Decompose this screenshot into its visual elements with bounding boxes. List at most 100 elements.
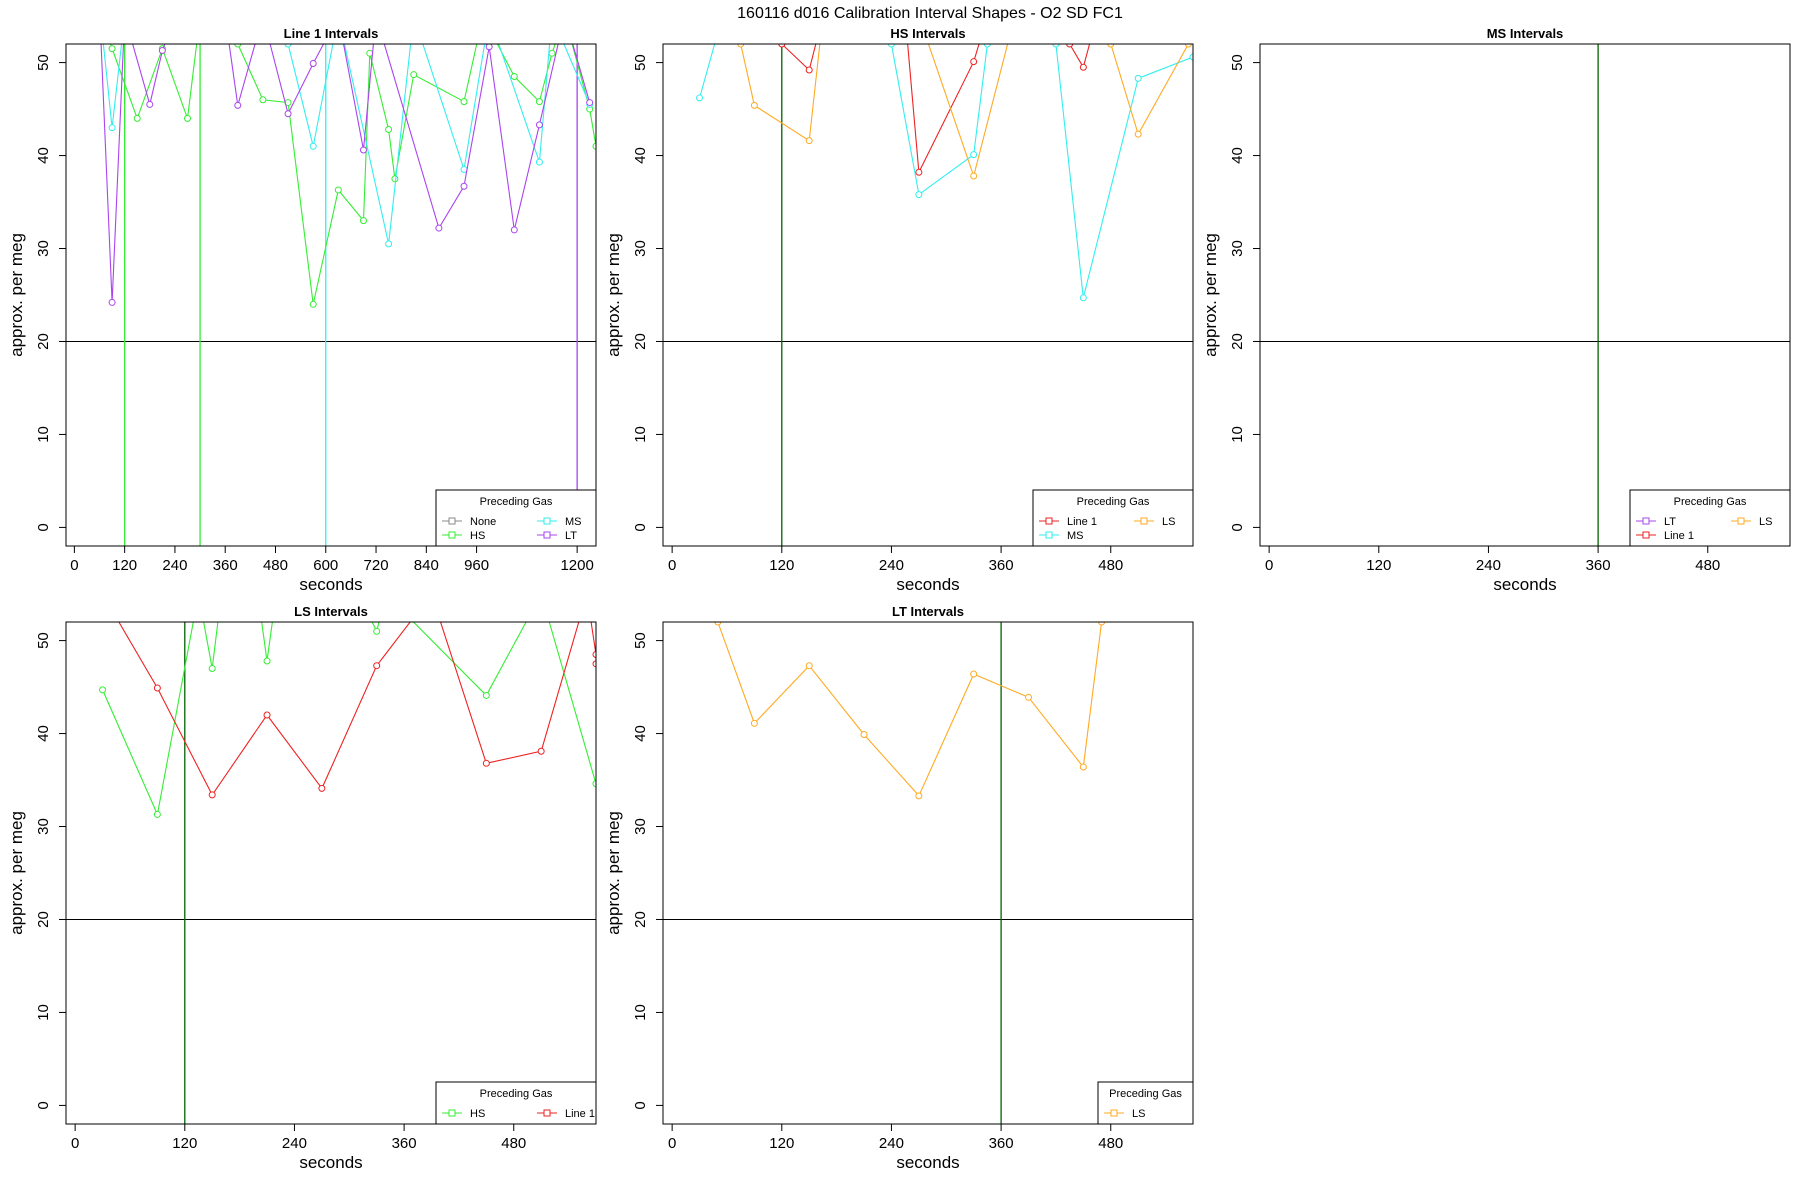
panel-ms-intervals: MS Intervals 0 120 240 360 480 0 10 20 30 40 50 seco… xyxy=(1201,26,1791,594)
data-point xyxy=(486,13,492,19)
data-point xyxy=(535,158,543,166)
plot-frame xyxy=(662,43,1194,547)
panel-ls-intervals: LS Intervals 0 120 240 360 480 0 10 20 30 40 50 seco… xyxy=(7,591,597,1172)
legend-title: Preceding Gas xyxy=(480,1088,553,1100)
data-point xyxy=(108,124,116,132)
legend-entry-lt: LT xyxy=(1636,516,1676,528)
data-point xyxy=(284,44,292,48)
data-point xyxy=(318,784,326,792)
data-point xyxy=(373,662,381,670)
series-line-1 xyxy=(778,44,1091,176)
y-tick-label: 50 xyxy=(1229,54,1246,71)
y-tick-label: 50 xyxy=(632,632,649,649)
plot-area xyxy=(66,4,596,546)
legend: Preceding Gas HS Line 1 xyxy=(435,1081,597,1125)
x-axis-label: seconds xyxy=(1493,575,1556,594)
data-point xyxy=(133,114,141,122)
x-tick-label: 0 xyxy=(1265,557,1273,574)
legend-box xyxy=(1097,1081,1194,1125)
legend-label: None xyxy=(470,516,496,528)
legend-box xyxy=(435,489,597,547)
legend-swatch-marker xyxy=(1045,517,1053,525)
series-lt xyxy=(100,13,594,306)
data-point xyxy=(460,182,468,190)
data-point xyxy=(482,759,490,767)
x-tick-label: 120 xyxy=(172,1135,197,1152)
series-line xyxy=(740,44,1189,178)
y-tick-label: 40 xyxy=(632,147,649,164)
plot-frame xyxy=(65,43,597,547)
legend-swatch-marker xyxy=(1642,531,1650,539)
series-ls xyxy=(737,44,1192,180)
data-point xyxy=(284,110,292,118)
data-point xyxy=(1134,130,1142,138)
data-point xyxy=(263,657,271,665)
plot-area xyxy=(1260,44,1790,546)
data-point xyxy=(359,146,367,154)
y-tick-label: 0 xyxy=(1229,523,1246,531)
series-line xyxy=(110,44,596,305)
data-point xyxy=(411,13,417,19)
data-point xyxy=(97,4,103,10)
data-point xyxy=(592,651,596,659)
x-tick-label: 120 xyxy=(112,557,137,574)
x-tick-label: 360 xyxy=(1586,557,1611,574)
data-point xyxy=(860,730,868,738)
x-tick-label: 0 xyxy=(70,557,78,574)
data-point xyxy=(429,591,435,597)
data-point xyxy=(108,298,116,306)
data-point xyxy=(535,98,543,106)
x-tick-label: 0 xyxy=(668,557,676,574)
panel-hs-intervals: HS Intervals 0 120 240 360 480 0 10 20 30 40 50 seco… xyxy=(604,26,1194,594)
data-point xyxy=(373,627,381,635)
y-tick-label: 30 xyxy=(35,240,52,257)
plot-frame xyxy=(662,621,1194,1125)
x-axis-label: seconds xyxy=(896,575,959,594)
series-hs xyxy=(97,4,596,308)
legend-box xyxy=(435,1081,597,1125)
data-point xyxy=(535,121,543,129)
legend-swatch-marker xyxy=(543,531,551,539)
data-point xyxy=(1079,763,1087,771)
x-tick-label: 240 xyxy=(879,557,904,574)
legend-swatch-marker xyxy=(1140,517,1148,525)
y-tick-label: 50 xyxy=(35,54,52,71)
y-tick-label: 30 xyxy=(632,240,649,257)
legend-label: LS xyxy=(1759,516,1772,528)
y-tick-label: 20 xyxy=(632,333,649,350)
legend-label: LS xyxy=(1162,516,1175,528)
data-point xyxy=(510,226,518,234)
data-point xyxy=(385,126,393,134)
x-tick-label: 840 xyxy=(414,557,439,574)
data-point xyxy=(385,240,393,248)
x-tick-label: 120 xyxy=(1366,557,1391,574)
data-point xyxy=(970,670,978,678)
y-tick-label: 30 xyxy=(35,818,52,835)
data-point xyxy=(750,719,758,727)
x-tick-label: 720 xyxy=(364,557,389,574)
data-point xyxy=(696,94,704,102)
data-point xyxy=(260,13,266,19)
plot-area xyxy=(663,622,1193,1124)
data-point xyxy=(208,791,216,799)
data-point xyxy=(549,13,555,19)
series-line xyxy=(699,44,1193,298)
legend: Preceding Gas LS xyxy=(1097,1081,1194,1125)
data-point xyxy=(805,137,813,145)
data-point xyxy=(158,47,166,55)
data-point xyxy=(592,780,596,788)
y-axis-label: approx. per meg xyxy=(604,233,623,357)
legend-entry-hs: HS xyxy=(442,530,485,542)
data-point xyxy=(197,13,203,19)
legend-title: Preceding Gas xyxy=(1674,496,1747,508)
data-point xyxy=(510,73,518,81)
legend-swatch-marker xyxy=(448,1109,456,1117)
y-tick-label: 10 xyxy=(35,1004,52,1021)
data-point xyxy=(146,100,154,108)
legend: Preceding Gas None HS MS LT xyxy=(435,489,597,547)
data-point xyxy=(100,591,106,597)
data-point xyxy=(263,711,271,719)
series-ls xyxy=(714,622,1106,800)
series-line xyxy=(118,622,596,796)
data-point xyxy=(255,591,261,597)
